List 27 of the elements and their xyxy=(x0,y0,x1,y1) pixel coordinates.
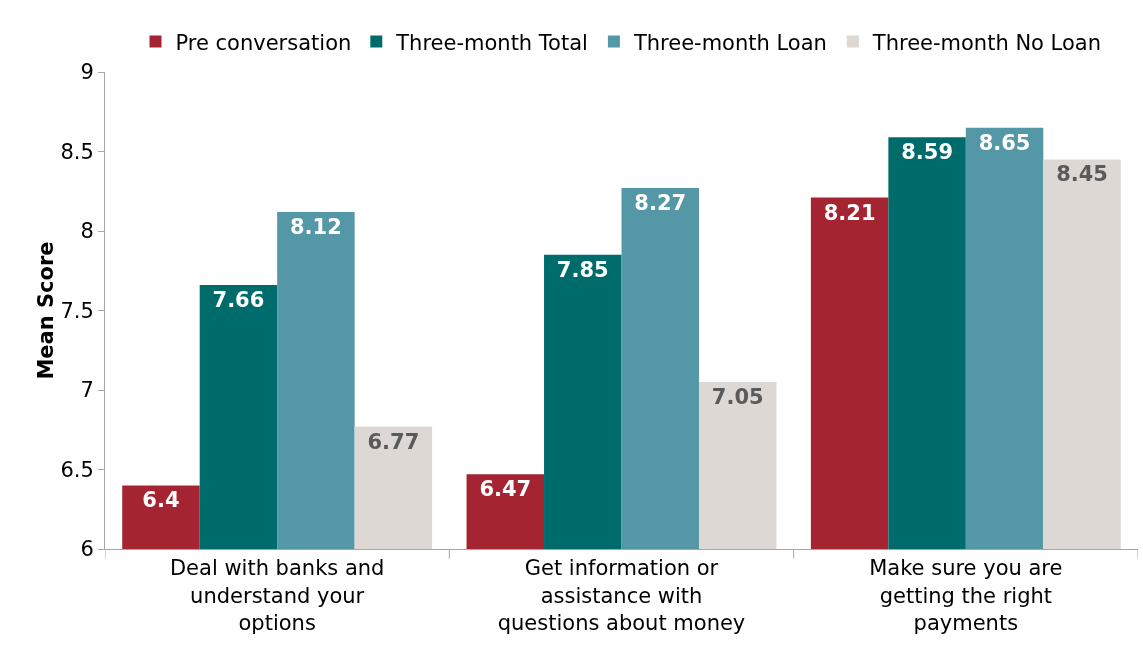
data-label: 7.85 xyxy=(556,257,609,282)
y-tick-label: 7 xyxy=(80,378,94,403)
x-tick-label: Deal with banks and understand your options xyxy=(169,556,385,635)
legend-label: Three-month No Loan xyxy=(871,30,1101,55)
data-label: 8.12 xyxy=(289,214,342,239)
data-label: 8.59 xyxy=(901,140,954,165)
y-tick-label: 6.5 xyxy=(60,457,94,482)
data-label: 7.05 xyxy=(711,385,764,410)
x-tick-label: Make sure you are getting the right payments xyxy=(869,556,1063,635)
y-tick-label: 9 xyxy=(80,60,94,85)
data-label: 6.77 xyxy=(367,429,420,454)
data-label: 8.27 xyxy=(634,191,687,216)
y-axis-title: Mean Score xyxy=(34,241,58,380)
data-label: 8.45 xyxy=(1056,162,1108,187)
y-tick-label: 8 xyxy=(80,219,94,244)
data-label: 6.4 xyxy=(142,488,180,513)
data-label: 8.21 xyxy=(823,200,876,225)
y-tick-label: 6 xyxy=(80,537,94,562)
legend-label: Pre conversation xyxy=(175,30,352,55)
data-label: 8.65 xyxy=(978,130,1031,155)
x-tick-label: Get information or assistance with questions about money xyxy=(497,556,746,635)
legend-label: Three-month Total xyxy=(395,30,588,55)
data-label: 6.47 xyxy=(479,477,532,502)
legend-label: Three-month Loan xyxy=(632,30,827,55)
y-tick-label: 8.5 xyxy=(60,139,94,164)
data-label: 7.66 xyxy=(212,288,265,313)
y-tick-label: 7.5 xyxy=(60,298,94,323)
